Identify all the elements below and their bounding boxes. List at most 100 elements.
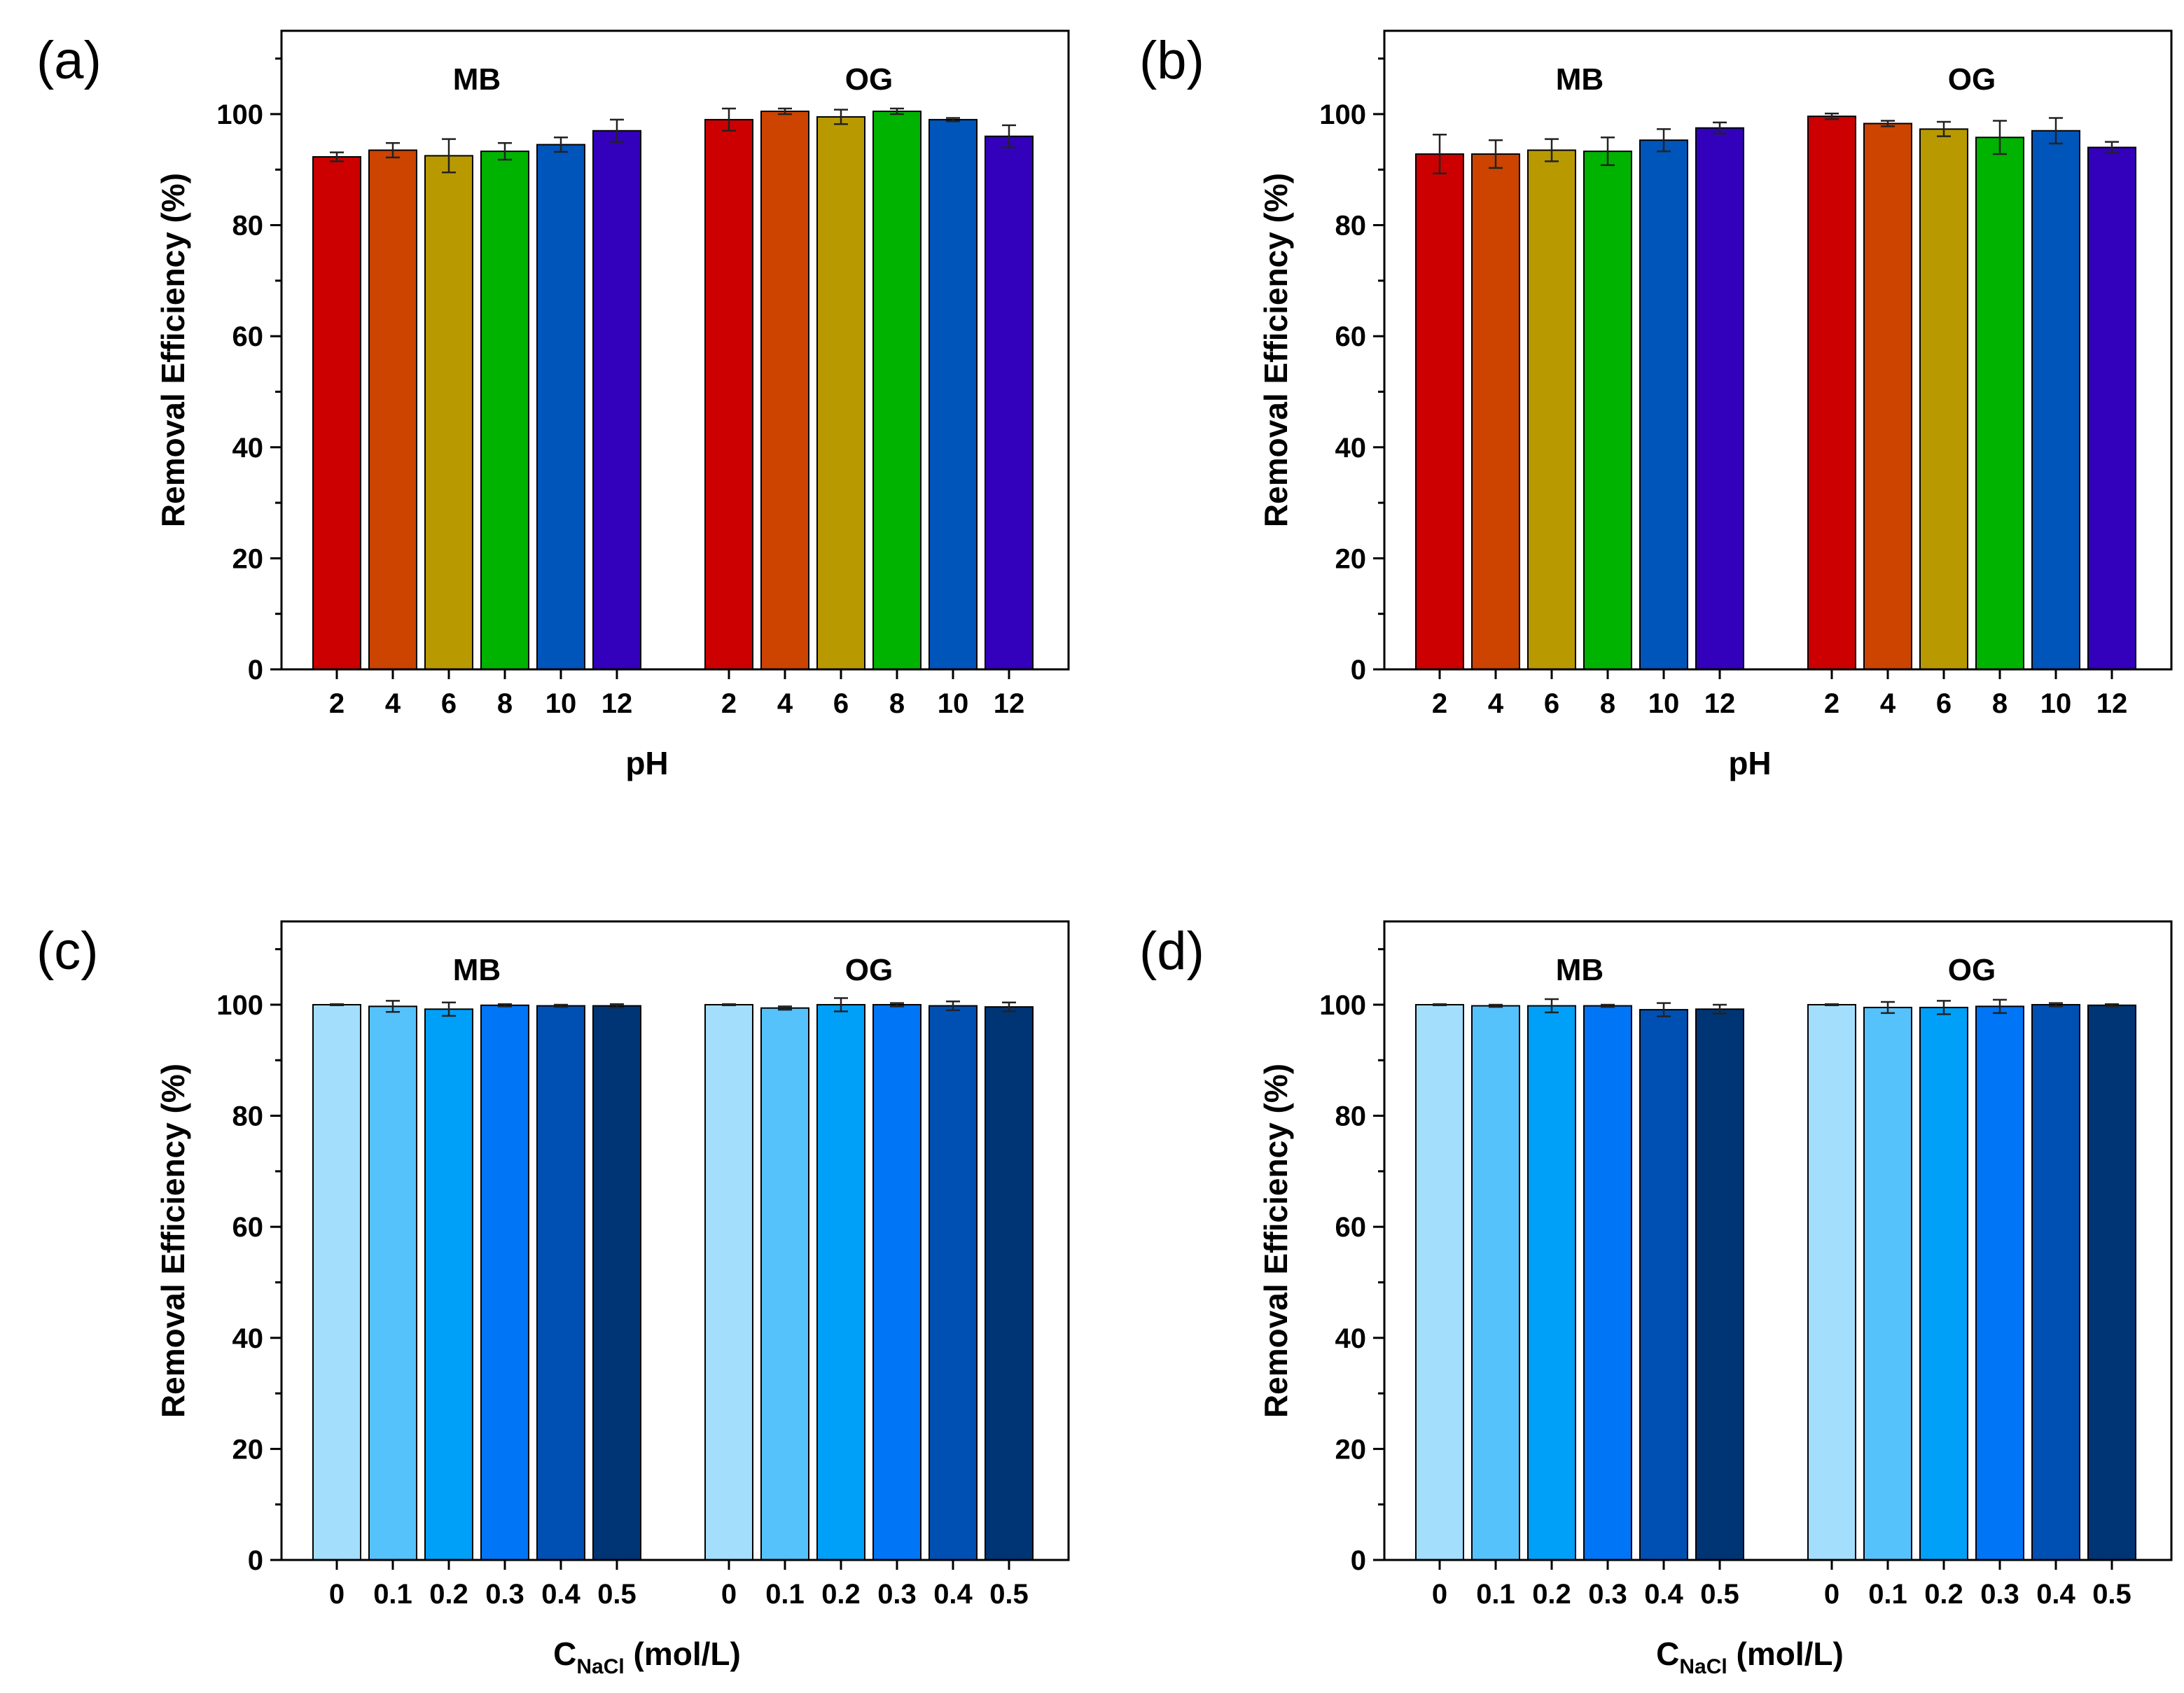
y-tick-label: 0 [248,655,263,685]
y-tick-label: 80 [1335,1101,1367,1132]
y-tick-label: 20 [232,1434,264,1465]
x-tick-label: 0.3 [1980,1579,2019,1610]
bar-mb-0 [312,1003,361,1561]
x-tick-label: 10 [938,688,969,719]
x-tick-label: 0 [1824,1579,1839,1610]
x-tick-label: 12 [1704,688,1736,719]
bar-mb-4 [368,149,417,671]
bar-mb-10 [1639,139,1688,671]
x-axis-unit: (mol/L) [625,1636,741,1672]
x-tick-label: 10 [2040,688,2072,719]
x-tick-label: 0.5 [597,1579,637,1610]
x-tick-label: 0.5 [1700,1579,1739,1610]
group-label-og: OG [845,953,893,987]
x-tick-label: 8 [497,688,513,719]
group-label-og: OG [845,62,893,97]
x-axis-subscript: NaCl [576,1655,624,1678]
x-tick-label: 10 [1648,688,1680,719]
panel-label: (a) [36,31,102,90]
y-tick-label: 80 [232,211,264,242]
bar-og-0.5 [2087,1004,2136,1561]
bar-mb-6 [424,155,473,671]
x-axis-title: pH [625,745,668,781]
y-tick-label: 20 [232,543,264,574]
group-label-mb: MB [1556,953,1604,987]
x-tick-label: 0.5 [2092,1579,2131,1610]
y-tick-label: 100 [216,990,263,1021]
bar-og-8 [872,110,921,670]
bar-og-2 [1807,116,1856,670]
bar-mb-2 [1415,153,1464,670]
x-tick-label: 0.2 [429,1579,468,1610]
x-tick-label: 8 [1992,688,2008,719]
y-axis-title: Removal Efficiency (%) [155,173,191,527]
x-tick-label: 0 [721,1579,737,1610]
y-tick-label: 80 [232,1101,264,1132]
panel-label: (c) [36,921,99,981]
panel-label: (d) [1139,921,1204,981]
bar-og-8 [1975,137,2024,670]
bar-og-6 [816,116,865,670]
bar-og-0.1 [760,1007,809,1561]
plot-frame [280,920,1070,1561]
x-tick-label: 0.1 [1476,1579,1515,1610]
x-tick-label: 0.1 [765,1579,805,1610]
x-tick-label: 6 [1544,688,1559,719]
y-tick-label: 100 [1319,99,1366,130]
bar-mb-8 [480,151,529,670]
y-tick-label: 20 [1335,1434,1367,1465]
y-axis-title: Removal Efficiency (%) [155,1064,191,1418]
bar-og-0.2 [1919,1006,1968,1561]
bar-mb-12 [1695,127,1744,671]
plot-frame [1383,920,2173,1561]
group-label-mb: MB [1556,62,1604,97]
y-tick-label: 60 [232,321,264,352]
bar-og-0.4 [928,1005,978,1561]
y-tick-label: 60 [232,1212,264,1243]
y-tick-label: 0 [1351,1545,1366,1576]
y-axis-title: Removal Efficiency (%) [1258,173,1294,527]
x-tick-label: 10 [545,688,577,719]
x-tick-label: 0.2 [821,1579,861,1610]
panel-label: (b) [1139,31,1204,90]
bar-mb-0.4 [536,1005,585,1561]
x-tick-label: 0.5 [989,1579,1029,1610]
x-tick-label: 8 [1600,688,1615,719]
x-tick-label: 0.2 [1532,1579,1571,1610]
x-tick-label: 6 [441,688,457,719]
x-tick-label: 4 [385,688,401,719]
x-tick-label: 2 [721,688,737,719]
x-tick-label: 12 [601,688,633,719]
y-tick-label: 40 [232,1323,264,1354]
x-tick-label: 0 [329,1579,345,1610]
bar-og-4 [1863,123,1912,671]
y-tick-label: 40 [1335,1323,1367,1354]
x-tick-label: 0.2 [1924,1579,1963,1610]
bar-mb-0.5 [1695,1008,1744,1561]
y-tick-label: 0 [1351,655,1366,685]
x-tick-label: 12 [994,688,1025,719]
bar-mb-8 [1583,151,1632,670]
bar-mb-0.1 [1471,1005,1520,1561]
chart-panel-2: (b) 2 4 6 8 10 12 MB 2 4 6 8 10 12 OG 0 20 40 60 80 100 Remov… [1139,29,2173,781]
x-tick-label: 6 [1936,688,1952,719]
y-tick-label: 100 [216,99,263,130]
x-axis-unit: (mol/L) [1727,1636,1844,1672]
x-tick-label: 0 [1432,1579,1447,1610]
y-tick-label: 40 [232,433,264,464]
x-tick-label: 2 [329,688,345,719]
bar-og-10 [928,118,978,670]
y-tick-label: 0 [248,1545,263,1576]
x-axis-title: CNaCl (mol/L) [553,1636,741,1678]
bar-og-0.3 [1975,1005,2024,1561]
bar-og-2 [704,118,753,670]
y-tick-label: 100 [1319,990,1366,1021]
bar-og-12 [985,135,1034,670]
bar-mb-4 [1471,153,1520,670]
bar-og-0.1 [1863,1006,1912,1561]
y-tick-label: 60 [1335,321,1367,352]
chart-panel-4: (d) 0 0.1 0.2 0.3 0.4 0.5 MB 0 0.1 0.2 0.3 0.4 0.5 OG 0… [1139,920,2173,1678]
bar-og-4 [760,110,809,670]
x-tick-label: 0.4 [541,1579,580,1610]
x-tick-label: 0.4 [2036,1579,2075,1610]
